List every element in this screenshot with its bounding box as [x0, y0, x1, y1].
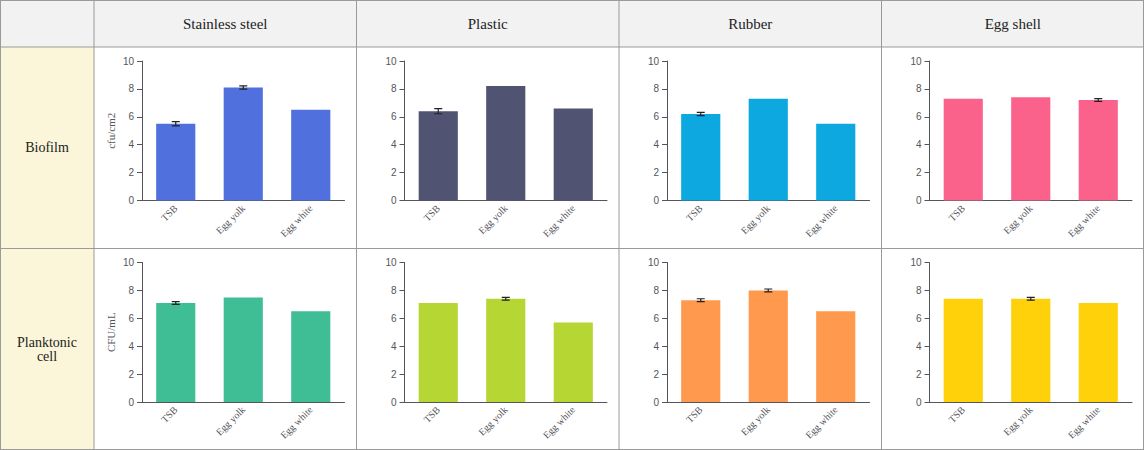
svg-text:cfu/cm2: cfu/cm2	[105, 113, 117, 149]
svg-text:6: 6	[391, 313, 397, 324]
svg-text:6: 6	[916, 111, 922, 122]
svg-text:0: 0	[391, 195, 397, 206]
svg-text:6: 6	[653, 111, 659, 122]
svg-text:8: 8	[653, 83, 659, 94]
svg-text:2: 2	[128, 369, 134, 380]
svg-text:TSB: TSB	[684, 202, 705, 223]
svg-text:TSB: TSB	[684, 404, 705, 425]
svg-text:Egg shell: Egg shell	[985, 16, 1041, 32]
svg-text:Egg yolk: Egg yolk	[214, 404, 247, 437]
svg-text:0: 0	[916, 397, 922, 408]
svg-text:0: 0	[653, 195, 659, 206]
svg-text:cell: cell	[37, 349, 57, 364]
svg-text:0: 0	[391, 397, 397, 408]
svg-text:Egg yolk: Egg yolk	[476, 404, 509, 437]
svg-text:0: 0	[653, 397, 659, 408]
svg-text:10: 10	[385, 56, 397, 67]
svg-text:8: 8	[391, 285, 397, 296]
svg-text:Egg yolk: Egg yolk	[214, 203, 247, 236]
svg-text:Egg yolk: Egg yolk	[739, 203, 772, 236]
svg-text:2: 2	[653, 167, 659, 178]
svg-text:0: 0	[128, 195, 134, 206]
svg-text:Egg yolk: Egg yolk	[1001, 203, 1034, 236]
svg-text:6: 6	[128, 111, 134, 122]
svg-text:TSB: TSB	[946, 404, 967, 425]
svg-text:Egg white: Egg white	[278, 202, 315, 239]
svg-text:Plastic: Plastic	[468, 16, 508, 32]
svg-text:10: 10	[123, 257, 135, 268]
svg-text:10: 10	[648, 257, 660, 268]
svg-text:2: 2	[653, 369, 659, 380]
svg-text:TSB: TSB	[946, 202, 967, 223]
svg-text:4: 4	[128, 139, 134, 150]
svg-text:4: 4	[653, 341, 659, 352]
svg-text:0: 0	[916, 195, 922, 206]
svg-text:Egg white: Egg white	[803, 202, 840, 239]
svg-text:4: 4	[391, 139, 397, 150]
svg-text:Egg white: Egg white	[1066, 404, 1103, 441]
svg-text:Biofilm: Biofilm	[25, 140, 69, 155]
svg-text:6: 6	[128, 313, 134, 324]
svg-text:Egg white: Egg white	[1066, 202, 1103, 239]
svg-text:2: 2	[916, 167, 922, 178]
svg-text:Egg yolk: Egg yolk	[476, 203, 509, 236]
svg-text:10: 10	[648, 56, 660, 67]
svg-text:2: 2	[391, 167, 397, 178]
svg-text:Rubber: Rubber	[728, 16, 772, 32]
svg-text:10: 10	[385, 257, 397, 268]
svg-text:0: 0	[128, 397, 134, 408]
svg-text:Egg white: Egg white	[278, 404, 315, 441]
svg-text:10: 10	[123, 56, 135, 67]
svg-text:10: 10	[910, 56, 922, 67]
svg-text:2: 2	[916, 369, 922, 380]
svg-text:CFU/mL: CFU/mL	[105, 312, 117, 352]
svg-text:Egg yolk: Egg yolk	[1001, 404, 1034, 437]
svg-text:4: 4	[916, 139, 922, 150]
svg-text:4: 4	[128, 341, 134, 352]
svg-text:4: 4	[391, 341, 397, 352]
svg-text:TSB: TSB	[421, 202, 442, 223]
svg-text:2: 2	[128, 167, 134, 178]
svg-text:Stainless steel: Stainless steel	[183, 16, 268, 32]
svg-text:8: 8	[916, 83, 922, 94]
svg-text:Planktonic: Planktonic	[17, 335, 77, 350]
svg-text:4: 4	[653, 139, 659, 150]
svg-text:8: 8	[128, 83, 134, 94]
svg-text:4: 4	[916, 341, 922, 352]
svg-text:TSB: TSB	[159, 202, 180, 223]
svg-text:6: 6	[653, 313, 659, 324]
svg-text:TSB: TSB	[159, 404, 180, 425]
svg-text:10: 10	[910, 257, 922, 268]
svg-text:6: 6	[391, 111, 397, 122]
svg-text:Egg yolk: Egg yolk	[739, 404, 772, 437]
svg-text:8: 8	[128, 285, 134, 296]
svg-text:8: 8	[916, 285, 922, 296]
svg-text:Egg white: Egg white	[541, 202, 578, 239]
svg-text:8: 8	[391, 83, 397, 94]
svg-text:TSB: TSB	[421, 404, 442, 425]
svg-text:Egg white: Egg white	[803, 404, 840, 441]
svg-text:Egg white: Egg white	[541, 404, 578, 441]
svg-text:6: 6	[916, 313, 922, 324]
svg-text:8: 8	[653, 285, 659, 296]
svg-text:2: 2	[391, 369, 397, 380]
